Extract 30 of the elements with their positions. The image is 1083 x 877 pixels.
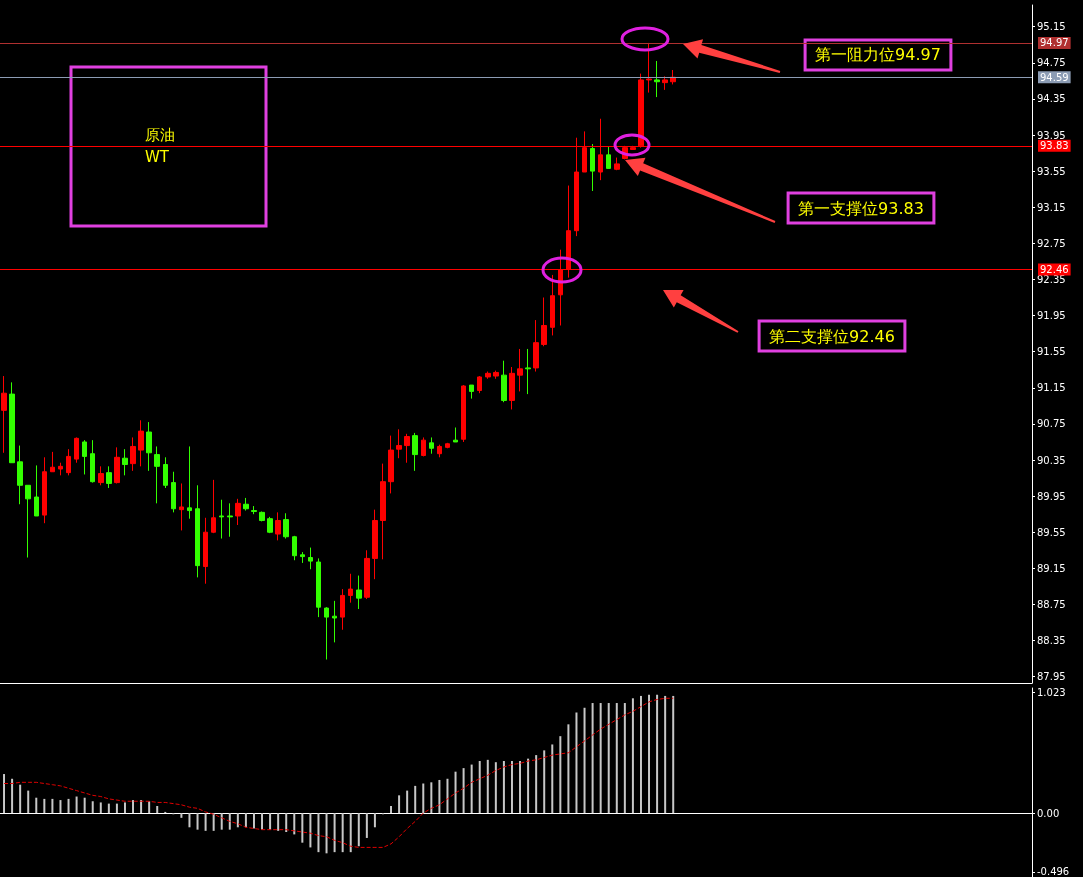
y-tick-label: 89.15 [1037, 562, 1066, 574]
y-tick-label: -0.496 [1037, 866, 1070, 877]
y-tick-label: 94.75 [1037, 57, 1066, 69]
y-tick-label: 89.95 [1037, 490, 1066, 502]
y-tick-label: 95.15 [1037, 21, 1066, 33]
y-tick-label: 93.15 [1037, 201, 1066, 213]
y-tick-label: 92.35 [1037, 273, 1066, 285]
annotation: 第一阻力位94.97 [815, 45, 941, 65]
y-tick-label: 94.35 [1037, 93, 1066, 105]
y-tick-label: 88.75 [1037, 598, 1066, 610]
ref-line-label: 94.59 [1040, 71, 1069, 83]
ref-line-label: 94.97 [1040, 37, 1069, 49]
ref-line-label: 93.83 [1040, 140, 1069, 152]
y-tick-label: 93.95 [1037, 129, 1066, 141]
y-tick-label: 91.15 [1037, 382, 1066, 394]
ref-line-label: 92.46 [1040, 264, 1069, 276]
y-tick-label: 87.95 [1037, 671, 1066, 683]
y-tick-label: 91.55 [1037, 346, 1066, 358]
y-tick-label: 93.55 [1037, 165, 1066, 177]
y-tick-label: 91.95 [1037, 310, 1066, 322]
y-tick-label: 92.75 [1037, 237, 1066, 249]
y-tick-label: 0.00 [1037, 807, 1060, 819]
text: 原油 WT [145, 126, 175, 166]
y-tick-label: 90.75 [1037, 418, 1066, 430]
y-tick-label: 88.35 [1037, 635, 1066, 647]
y-tick-label: 89.55 [1037, 526, 1066, 538]
annotation: 第一支撑位93.83 [798, 198, 924, 218]
annotation: 第二支撑位92.46 [769, 326, 895, 346]
y-tick-label: 90.35 [1037, 454, 1066, 466]
y-tick-label: 1.023 [1037, 686, 1066, 698]
